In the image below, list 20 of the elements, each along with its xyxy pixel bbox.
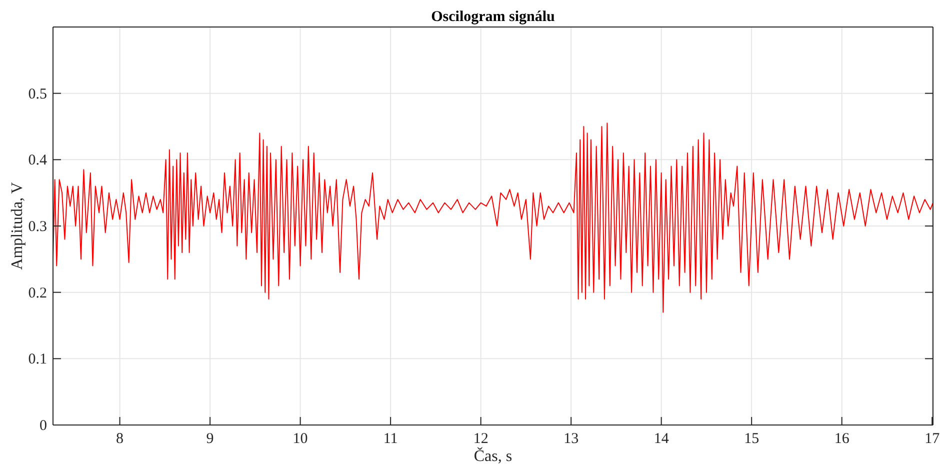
x-tick-label: 11	[383, 431, 398, 447]
y-axis-title: Amplituda, V	[9, 182, 26, 270]
y-tick-label: 0.3	[28, 219, 47, 235]
x-tick-label: 15	[744, 431, 760, 447]
y-tick-label: 0.2	[28, 285, 47, 302]
chart-title: Oscilogram signálu	[431, 9, 555, 25]
x-axis-title: Čas, s	[474, 447, 512, 465]
x-tick-label: 14	[654, 431, 670, 447]
y-tick-label: 0.4	[28, 152, 48, 169]
x-tick-label: 10	[292, 431, 308, 447]
x-tick-label: 17	[924, 431, 940, 447]
y-tick-label: 0.5	[28, 86, 47, 102]
y-tick-label: 0.1	[28, 352, 47, 368]
y-tick-label: 0	[40, 418, 47, 434]
x-tick-label: 12	[473, 431, 488, 447]
x-tick-label: 13	[564, 431, 579, 447]
x-tick-label: 8	[116, 431, 124, 447]
line-series	[53, 122, 933, 313]
x-tick-label: 16	[834, 431, 850, 447]
x-tick-label: 9	[206, 431, 214, 447]
